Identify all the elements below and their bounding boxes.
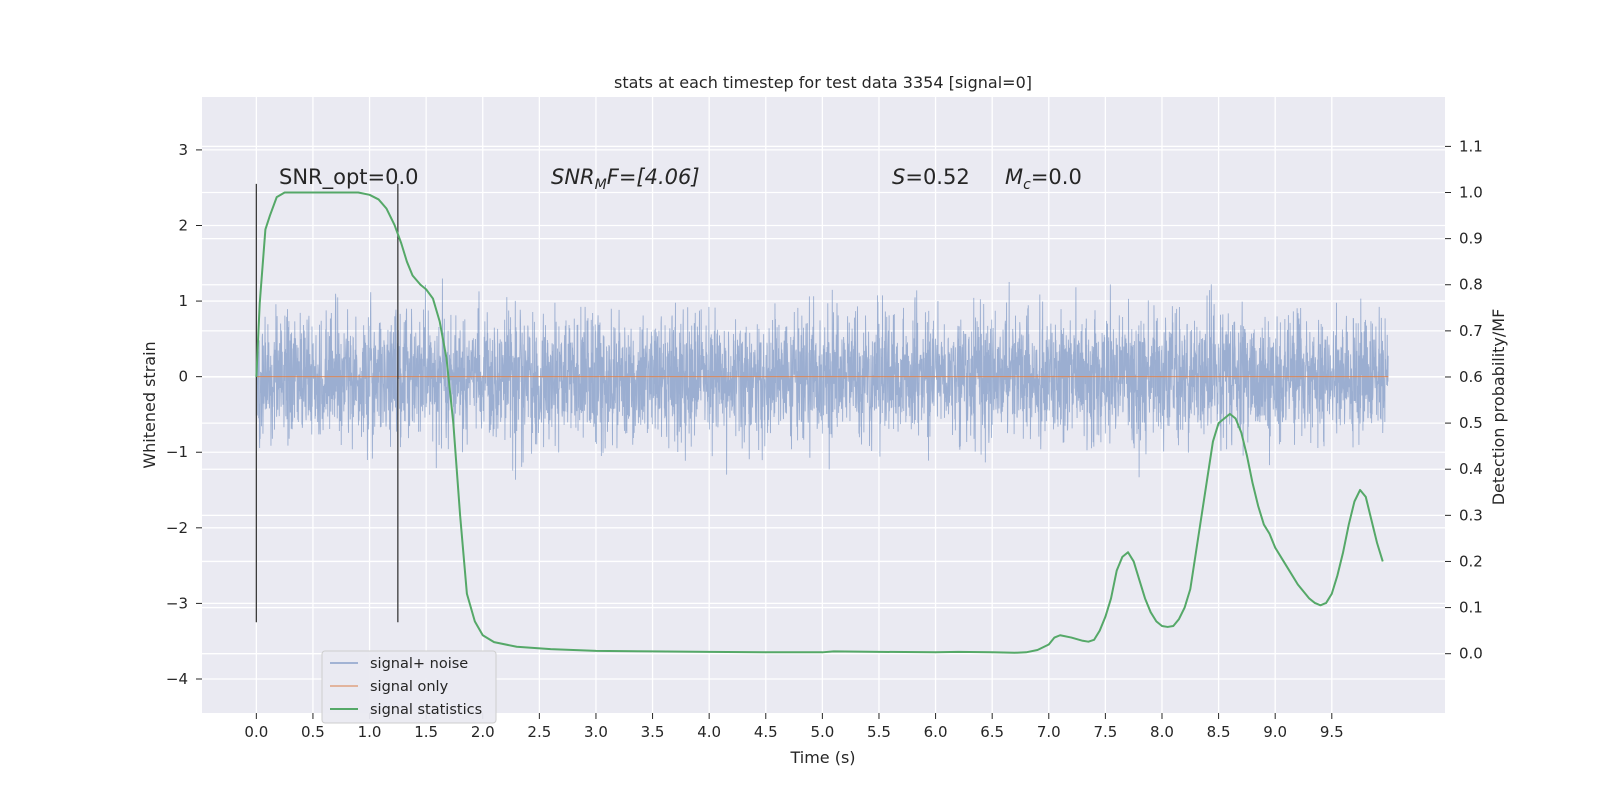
x-tick-label-13: 6.5: [980, 723, 1004, 741]
y-tick-label-4: −1: [166, 443, 188, 461]
y-tick-label-1: 2: [178, 216, 188, 234]
y2-axis-label: Detection probability/MF: [1489, 309, 1508, 506]
y2-tick-label-8: 0.3: [1459, 506, 1483, 524]
x-tick-label-10: 5.0: [810, 723, 834, 741]
x-tick-label-16: 8.0: [1150, 723, 1174, 741]
y2-tick-label-5: 0.6: [1459, 368, 1483, 386]
legend-label-noise: signal+ noise: [370, 656, 468, 672]
x-tick-label-1: 0.5: [301, 723, 325, 741]
mc-subscript: c: [1023, 177, 1031, 193]
x-tick-label-5: 2.5: [527, 723, 551, 741]
snr-mf-rest: F=[4.06]: [607, 165, 700, 189]
y-tick-label-5: −2: [166, 519, 188, 537]
y2-tick-label-10: 0.1: [1459, 599, 1483, 617]
y-tick-label-2: 1: [178, 292, 188, 310]
legend-label-signal: signal only: [370, 679, 449, 695]
y-tick-label-7: −4: [166, 670, 188, 688]
x-ticks: 0.0 0.5 1.0 1.5 2.0 2.5 3.0 3.5 4.0 4.5 5.0 5.5 6.0 6…: [244, 713, 1344, 741]
y2-tick-label-0: 1.1: [1459, 137, 1483, 155]
snr-mf-subscript: M: [595, 177, 607, 193]
x-tick-label-6: 3.0: [584, 723, 608, 741]
stats-line: [255, 191, 1384, 654]
legend-label-stats: signal statistics: [370, 702, 482, 718]
noise-series: [255, 278, 1389, 480]
x-tick-label-14: 7.0: [1037, 723, 1061, 741]
x-tick-label-8: 4.0: [697, 723, 721, 741]
y2-ticks: 1.1 1.0 0.9 0.8 0.7 0.6 0.5 0.4 0.3 0.2 0.1 0.0: [1445, 137, 1483, 663]
x-tick-label-3: 1.5: [414, 723, 438, 741]
stats-series: [255, 191, 1384, 654]
x-tick-label-9: 4.5: [754, 723, 778, 741]
annotation-mc: Mc=0.0: [1005, 165, 1082, 193]
mc-variable: M: [1005, 165, 1023, 189]
s-value: =0.52: [905, 165, 969, 189]
x-tick-label-19: 9.5: [1320, 723, 1344, 741]
y2-tick-label-11: 0.0: [1459, 645, 1483, 663]
annotation-snr-mf: SNRMF=[4.06]: [551, 165, 700, 193]
annotation-s: S=0.52: [892, 165, 970, 189]
y2-tick-label-6: 0.5: [1459, 414, 1483, 432]
y2-tick-label-7: 0.4: [1459, 460, 1483, 478]
y2-tick-label-2: 0.9: [1459, 230, 1483, 248]
y-axis-label: Whitened strain: [140, 341, 159, 468]
noise-line: [255, 278, 1389, 480]
x-tick-label-18: 9.0: [1263, 723, 1287, 741]
x-tick-label-2: 1.0: [358, 723, 382, 741]
x-tick-label-12: 6.0: [924, 723, 948, 741]
y-tick-label-6: −3: [166, 594, 188, 612]
snr-mf-base: SNR: [551, 165, 595, 189]
y2-tick-label-9: 0.2: [1459, 552, 1483, 570]
time-markers: [255, 183, 399, 623]
x-tick-label-11: 5.5: [867, 723, 891, 741]
x-tick-label-17: 8.5: [1207, 723, 1231, 741]
mc-value: =0.0: [1031, 165, 1082, 189]
y2-tick-label-1: 1.0: [1459, 184, 1483, 202]
x-tick-label-15: 7.5: [1093, 723, 1117, 741]
y2-tick-label-4: 0.7: [1459, 322, 1483, 340]
legend: signal+ noise signal only signal statist…: [321, 650, 497, 724]
x-tick-label-7: 3.5: [641, 723, 665, 741]
y-tick-label-3: 0: [178, 368, 188, 386]
y-ticks: 3 2 1 0 −1 −2 −3 −4: [166, 141, 202, 688]
s-variable: S: [892, 165, 905, 189]
x-tick-label-0: 0.0: [244, 723, 268, 741]
y-tick-label-0: 3: [178, 141, 188, 159]
legend-box: [321, 650, 497, 724]
x-tick-label-4: 2.0: [471, 723, 495, 741]
chart-title: stats at each timestep for test data 335…: [614, 73, 1032, 92]
x-axis-label: Time (s): [789, 748, 855, 767]
y2-tick-label-3: 0.8: [1459, 276, 1483, 294]
annotation-snr-opt: SNR_opt=0.0: [279, 165, 419, 190]
